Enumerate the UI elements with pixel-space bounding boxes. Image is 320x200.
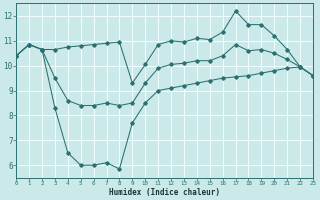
X-axis label: Humidex (Indice chaleur): Humidex (Indice chaleur) xyxy=(109,188,220,197)
